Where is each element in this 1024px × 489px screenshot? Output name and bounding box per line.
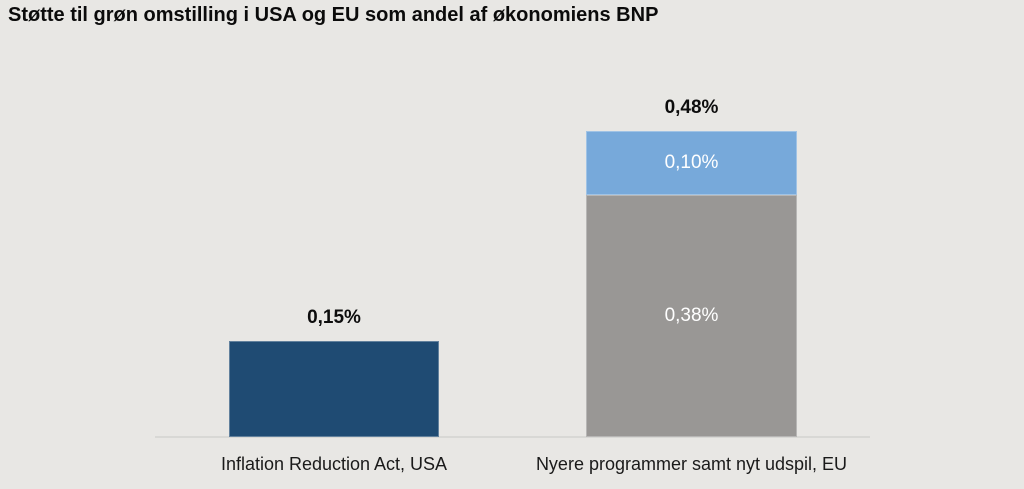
category-label: Nyere programmer samt nyt udspil, EU	[535, 454, 848, 474]
segment-label: 0,38%	[664, 305, 719, 326]
total-label: 0,48%	[664, 97, 719, 118]
bar-segment	[229, 341, 439, 437]
bar	[229, 341, 439, 437]
total-label: 0,15%	[307, 307, 361, 328]
bar-segment: 0,38%	[586, 195, 797, 437]
x-axis-line	[155, 436, 870, 438]
bar-segment: 0,10%	[586, 131, 797, 195]
bar: 0,38% 0,10%	[586, 131, 797, 437]
segment-label: 0,10%	[664, 152, 719, 173]
category-label: Inflation Reduction Act, USA	[220, 454, 448, 474]
chart-title: Støtte til grøn omstilling i USA og EU s…	[8, 4, 659, 26]
